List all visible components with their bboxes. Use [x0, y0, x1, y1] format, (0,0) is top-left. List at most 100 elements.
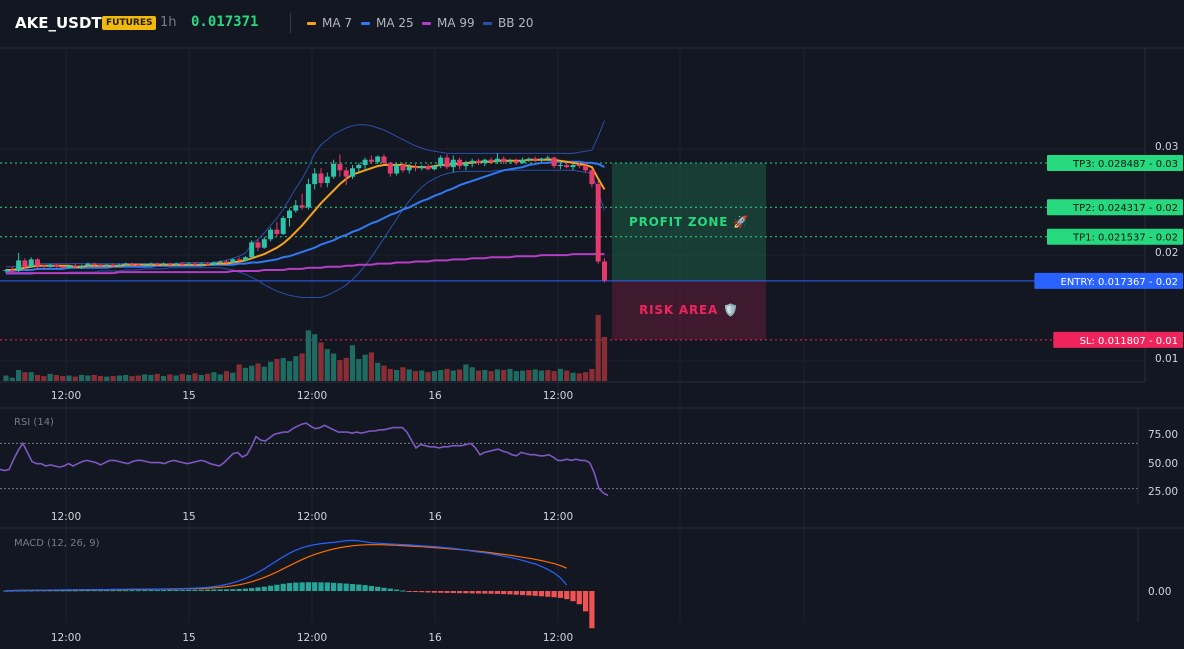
macd-histogram-bar [167, 589, 173, 591]
volume-bar [494, 369, 500, 381]
volume-bar [173, 375, 179, 381]
volume-bar [463, 364, 469, 381]
macd-histogram-bar [293, 582, 299, 591]
macd-histogram-bar [589, 591, 595, 629]
volume-bar [368, 352, 374, 381]
moving-averages [6, 158, 606, 275]
volume-bar [400, 367, 406, 381]
bb20-swatch-icon [483, 21, 492, 25]
volume-bar [501, 370, 507, 381]
macd-histogram-bar [211, 589, 217, 591]
macd-histogram-bar [217, 589, 223, 591]
candle-body [564, 165, 570, 168]
legend-ma25[interactable]: MA 25 [361, 16, 414, 30]
candle-body [205, 263, 211, 265]
level-tag-tp1 [1047, 228, 1183, 245]
symbol-name[interactable]: AKE_USDT [15, 14, 102, 32]
volume-bar [387, 368, 393, 381]
volume-bar [85, 375, 91, 381]
candle-body [532, 158, 538, 160]
volume-bar [104, 376, 110, 381]
macd-histogram-bar [160, 590, 167, 592]
time-tick-label: 12:00 [297, 390, 327, 402]
time-tick-label: 12:00 [51, 632, 81, 644]
candle-body [47, 264, 53, 267]
candle-body [425, 166, 431, 170]
candle-body [85, 263, 91, 266]
candle-body [22, 260, 28, 267]
volume-bar [16, 370, 22, 381]
candle-body [431, 166, 437, 170]
macd-histogram-bar [545, 591, 551, 597]
candle-body [173, 263, 179, 265]
candle-body [539, 158, 544, 160]
candle-body [268, 229, 274, 240]
macd-histogram-bar [412, 591, 419, 592]
candle-body [135, 264, 141, 266]
macd-histogram-bar [223, 589, 230, 591]
macd-histogram-bar [186, 589, 192, 591]
macd-histogram-bar [110, 590, 116, 592]
volume-bar [230, 372, 236, 381]
candle-body [3, 269, 9, 272]
candle-body [501, 158, 507, 162]
macd-histogram-bar [576, 591, 582, 605]
macd-histogram-bar [387, 588, 393, 591]
candle-body [28, 259, 34, 267]
legend-bb20[interactable]: BB 20 [483, 16, 534, 30]
timeframe-selector[interactable]: 1h [160, 15, 177, 30]
legend-ma99-label: MA 99 [437, 16, 475, 30]
volume-bar [217, 374, 223, 381]
candle-body [255, 242, 261, 248]
candle-body [494, 158, 500, 162]
macd-histogram-bar [532, 591, 538, 596]
price-tick-002: 0.02 [1155, 247, 1178, 259]
legend-ma7[interactable]: MA 7 [307, 16, 352, 30]
candle-body [362, 159, 368, 166]
macd-histogram-bar [425, 591, 431, 593]
time-tick-label: 12:00 [297, 511, 327, 523]
ma7-swatch-icon [307, 21, 316, 25]
macd-histogram-bar [198, 589, 204, 591]
candle-body [198, 263, 204, 265]
candle-body [444, 157, 450, 168]
volume-bar [249, 365, 255, 381]
candle-body [551, 157, 557, 167]
macd-histogram-bar [375, 586, 381, 591]
volume-bar [293, 356, 299, 381]
candle-body [116, 264, 122, 266]
ma7-line [6, 158, 606, 271]
macd-histogram-bar [394, 589, 400, 591]
macd-histogram-bar [419, 591, 425, 593]
candles [3, 153, 607, 283]
candle-body [526, 158, 532, 160]
volume-bar [601, 337, 608, 381]
legend-ma99[interactable]: MA 99 [422, 16, 475, 30]
macd-histogram-bar [236, 588, 242, 591]
volume-bar [589, 368, 595, 381]
candle-body [142, 264, 148, 266]
profit-zone-label: PROFIT ZONE 🚀 [629, 215, 749, 229]
volume-bar [532, 369, 538, 381]
volume-bar [116, 375, 122, 381]
level-tag-tp3 [1047, 155, 1183, 172]
volume-bar [412, 371, 419, 381]
candle-body [482, 159, 488, 163]
volume-bar [431, 371, 437, 381]
volume-bar [438, 370, 444, 381]
volume-bar [450, 370, 456, 381]
volume-bar [53, 374, 59, 381]
time-axis-rsi: 12:00 15 12:00 16 12:00 [51, 511, 573, 523]
level-lines [0, 162, 1145, 341]
candle-body [394, 165, 400, 174]
macd-histogram-bar [142, 590, 148, 592]
candle-body [211, 262, 217, 265]
header-divider [290, 13, 291, 33]
volume-bar [469, 367, 475, 381]
macd-pane [3, 539, 595, 629]
candle-body [450, 159, 456, 168]
time-tick-label: 15 [182, 511, 195, 523]
candle-body [224, 261, 229, 263]
macd-histogram-bar [274, 584, 280, 591]
